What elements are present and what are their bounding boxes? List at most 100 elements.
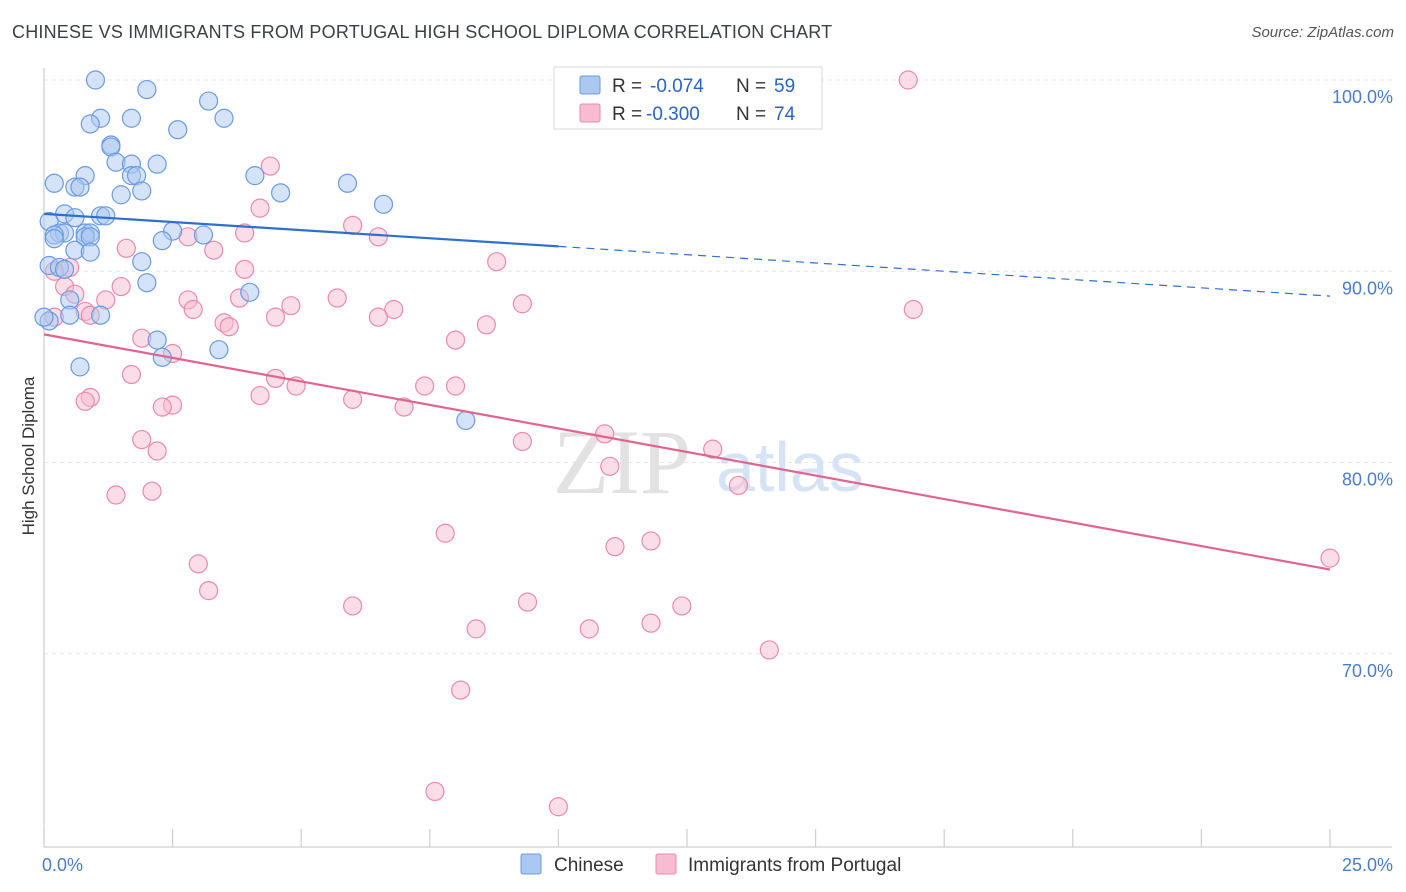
portugal-point-1 [898,70,918,90]
portugal-point-65 [517,592,538,612]
chinese-point-38 [193,225,214,245]
y-tick-label-0: 100.0% [1332,87,1393,107]
chart-title: CHINESE VS IMMIGRANTS FROM PORTUGAL HIGH… [12,22,833,42]
x-tick-labels: 0.0% 25.0% [42,855,1393,875]
portugal-point-52 [703,439,723,459]
portugal-point-61 [188,554,208,574]
legend-r-label-portugal: R = [612,104,642,125]
portugal-point-12 [235,259,255,279]
chinese-point-54 [209,340,229,360]
portugal-point-32 [219,317,239,337]
bottom-legend-swatch-chinese [520,853,542,875]
legend-n-label-chinese: N = [736,76,766,97]
portugal-point-69 [641,613,661,633]
portugal-point-42 [250,385,270,406]
chinese-point-1 [137,79,157,100]
legend-r-value-portugal: -0.300 [646,104,700,125]
portugal-point-60 [605,537,625,557]
portugal-point-47 [152,397,172,417]
portugal-point-66 [672,596,692,616]
y-tick-label-1: 90.0% [1342,278,1393,298]
chinese-point-50 [60,305,80,325]
portugal-trend-line [43,333,1331,571]
legend-n-value-portugal: 74 [774,104,796,125]
portugal-point-51 [512,431,532,452]
chinese-point-53 [147,330,167,350]
chinese-point-2 [199,91,219,111]
chinese-point-6 [80,114,100,134]
portugal-point-24 [384,299,404,320]
chinese-point-46 [54,259,75,279]
chinese-point-42 [80,242,100,262]
portugal-point-44 [75,391,95,411]
portugal-point-22 [512,294,532,314]
portugal-point-35 [445,330,466,350]
chinese-trend-line [43,212,559,248]
chinese-point-40 [152,231,172,251]
chinese-point-0 [85,70,106,90]
portugal-point-21 [281,296,301,316]
watermark-zip: ZIP [553,411,691,513]
trend-lines [43,212,1331,571]
portugal-point-6 [368,227,388,247]
legend-n-value-chinese: 59 [774,76,795,97]
chinese-point-28 [96,206,116,226]
portugal-point-63 [199,581,219,601]
portugal-point-19 [327,288,347,308]
chinese-point-18 [337,173,358,193]
chinese-point-11 [147,154,167,174]
chinese-point-5 [214,108,234,128]
portugal-point-15 [111,276,131,297]
portugal-point-55 [728,475,749,496]
portugal-point-73 [548,797,569,817]
bottom-legend: Chinese Immigrants from Portugal [520,853,901,876]
legend-r-label-chinese: R = [612,76,642,97]
portugal-point-64 [343,596,363,616]
portugal-point-29 [368,307,388,327]
chinese-point-4 [121,108,142,128]
y-tick-label-3: 70.0% [1342,661,1393,681]
chinese-points [34,70,476,431]
portugal-point-54 [600,456,620,476]
portugal-point-4 [343,215,363,235]
chinese-point-23 [111,185,131,205]
portugal-point-25 [903,299,923,320]
portugal-point-2 [260,156,280,176]
axes [43,68,1392,848]
portugal-point-37 [121,364,142,385]
portugal-point-53 [147,441,167,461]
chinese-point-21 [132,181,152,201]
chinese-point-17 [44,173,64,193]
legend-box: R = -0.074 N = 59 R = -0.300 N = 74 [553,66,823,130]
chinese-point-22 [271,183,291,203]
source-credit: Source: ZipAtlas.com [1251,24,1394,41]
portugal-point-28 [265,307,286,327]
portugal-point-3 [250,198,270,218]
chinese-point-39 [44,229,64,249]
portugal-point-33 [476,315,496,335]
portugal-point-41 [445,376,466,396]
x-tick-label-0: 0.0% [42,855,83,875]
portugal-point-68 [579,619,599,639]
chinese-point-51 [90,305,111,325]
portugal-point-9 [204,240,224,260]
portugal-point-5 [235,223,255,243]
grid-lines [44,79,1392,655]
portugal-point-62 [1320,548,1340,568]
legend-n-label-portugal: N = [736,104,766,125]
bottom-legend-label-chinese: Chinese [554,855,624,876]
portugal-point-48 [394,397,414,417]
chinese-point-24 [373,194,394,214]
chinese-point-20 [70,177,90,197]
portugal-point-70 [759,640,779,660]
portugal-point-57 [106,485,126,505]
legend-swatch-portugal [579,103,601,123]
portugal-point-58 [435,523,455,543]
chinese-point-56 [70,357,90,377]
bottom-legend-label-portugal: Immigrants from Portugal [688,855,901,876]
portugal-point-10 [487,252,507,272]
chinese-point-45 [132,252,152,272]
y-tick-labels: 100.0% 90.0% 80.0% 70.0% [1332,87,1393,681]
chinese-point-7 [168,120,188,140]
